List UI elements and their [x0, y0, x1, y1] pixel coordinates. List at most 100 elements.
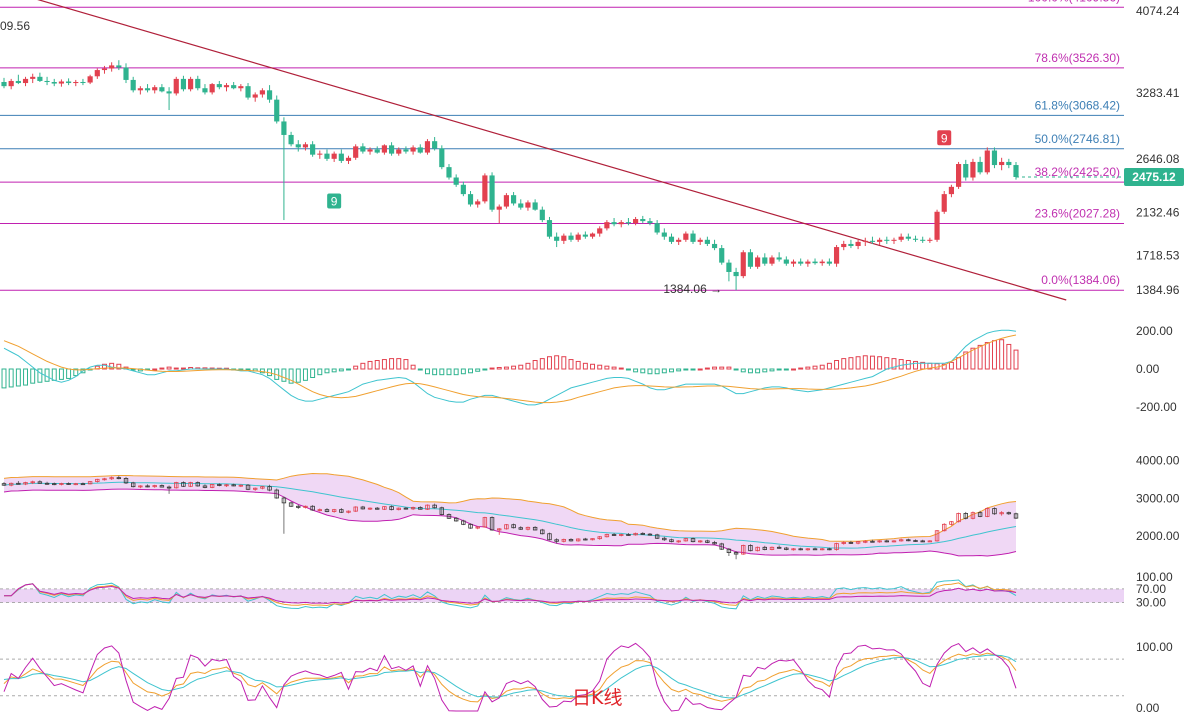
- macd-histogram-bar: [281, 368, 287, 382]
- candle-body: [604, 222, 610, 229]
- bollinger-candle-body: [52, 483, 57, 486]
- bollinger-candle-body: [891, 540, 897, 543]
- bollinger-candle-body: [676, 540, 681, 543]
- macd-histogram-bar: [166, 366, 172, 370]
- candle-body: [123, 67, 129, 80]
- bollinger-candle-body: [540, 529, 545, 535]
- candle-body: [446, 167, 452, 178]
- bollinger-candle-body: [102, 478, 107, 481]
- candle-body: [173, 78, 179, 94]
- current-price-tag: [1124, 167, 1184, 186]
- candle-body: [223, 85, 230, 88]
- bollinger-candle-body: [80, 483, 86, 486]
- bollinger-candle-body: [963, 513, 968, 519]
- macd-histogram-bar: [102, 363, 107, 370]
- bollinger-candle-body: [611, 534, 617, 536]
- candle-body: [216, 84, 222, 88]
- macd-histogram-bar: [855, 356, 861, 370]
- candle-body: [496, 206, 502, 210]
- bollinger-candle-body: [532, 526, 538, 531]
- candle-body: [231, 85, 237, 89]
- candle-body: [647, 221, 653, 224]
- candle-body: [202, 88, 208, 93]
- macd-histogram-bar: [310, 368, 316, 378]
- macd-histogram-bar: [1, 368, 7, 389]
- candle-body: [324, 153, 330, 159]
- candle-body: [159, 87, 165, 92]
- candle-body: [80, 82, 86, 84]
- bollinger-middle-line: [3, 481, 1017, 549]
- candle-body: [15, 80, 21, 84]
- macd-histogram-bar: [367, 360, 373, 370]
- bollinger-candle-body: [181, 482, 186, 487]
- candle-body: [274, 99, 280, 122]
- candle-body: [44, 80, 50, 83]
- bollinger-candle-body: [396, 507, 401, 511]
- candle-body: [388, 145, 395, 154]
- signal-marker-badge: [937, 130, 952, 146]
- candle-body: [374, 149, 380, 153]
- candle-body: [482, 175, 488, 202]
- bollinger-candle-body: [1013, 513, 1019, 519]
- bollinger-candle-body: [575, 538, 581, 542]
- bollinger-candle-body: [812, 548, 818, 551]
- bollinger-candle-body: [992, 508, 997, 515]
- bollinger-candle-body: [360, 506, 366, 510]
- bollinger-candle-body: [145, 485, 150, 488]
- kdj-d-line: [3, 654, 1017, 699]
- rsi-band-fill: [0, 588, 1124, 603]
- macd-histogram-bar: [381, 359, 387, 370]
- macd-histogram-bar: [661, 368, 667, 374]
- macd-histogram-bar: [984, 342, 990, 370]
- bollinger-candle-body: [633, 532, 638, 536]
- macd-histogram-bar: [338, 368, 344, 372]
- macd-histogram-bar: [173, 367, 179, 370]
- bollinger-candle-body: [267, 486, 272, 491]
- macd-histogram-bar: [999, 339, 1005, 370]
- macd-histogram-bar: [970, 347, 976, 370]
- macd-histogram-bar: [547, 356, 552, 370]
- bollinger-candle-body: [174, 482, 179, 489]
- candle-body: [805, 261, 811, 264]
- candle-body: [381, 145, 387, 153]
- macd-histogram-bar: [769, 368, 775, 372]
- candle-body: [302, 144, 309, 148]
- candle-body: [8, 80, 14, 87]
- macd-histogram-bar: [726, 366, 732, 370]
- bollinger-candle-body: [698, 540, 703, 543]
- macd-histogram-bar: [554, 355, 560, 370]
- macd-histogram-bar: [30, 368, 36, 384]
- y-axis-tick-label: 3283.41: [1136, 86, 1180, 100]
- macd-histogram-bar: [783, 368, 789, 371]
- bollinger-panel: 4000.00 3000.00 2000.00: [1, 454, 1180, 560]
- signal-marker-label: 9: [331, 195, 338, 209]
- bollinger-candle-body: [568, 538, 574, 542]
- macd-histogram-bar: [245, 368, 251, 371]
- candle-body: [991, 150, 998, 166]
- macd-histogram-bar: [468, 368, 473, 374]
- period-label: 日K线: [572, 687, 623, 709]
- bollinger-candle-body: [683, 538, 689, 542]
- kdj-panel: 100.00 0.00: [0, 640, 1173, 715]
- candle-body: [884, 239, 890, 241]
- bollinger-candle-body: [848, 542, 854, 544]
- bollinger-candle-body: [504, 524, 509, 530]
- bollinger-candle-body: [712, 542, 717, 545]
- bollinger-candle-body: [942, 523, 947, 532]
- bollinger-candle-body: [23, 482, 28, 485]
- candle-body: [776, 257, 782, 260]
- candle-body: [1006, 161, 1012, 166]
- bollinger-candle-body: [453, 517, 459, 522]
- candle-body: [733, 271, 739, 277]
- candle-body: [955, 164, 962, 187]
- bollinger-candle-body: [446, 514, 452, 519]
- bollinger-candle-body: [977, 512, 983, 517]
- candle-body: [633, 219, 639, 224]
- candle-body: [338, 153, 344, 161]
- candle-body: [927, 239, 933, 241]
- bollinger-candle-body: [604, 534, 610, 538]
- candle-body: [137, 88, 143, 91]
- bollinger-candle-body: [260, 486, 265, 489]
- macd-histogram-bar: [15, 368, 21, 387]
- macd-histogram-bar: [539, 358, 545, 370]
